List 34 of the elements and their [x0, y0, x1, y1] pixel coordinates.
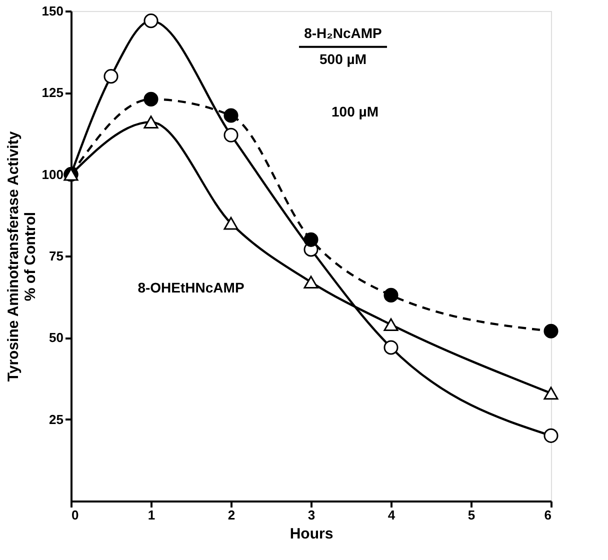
y-axis-title: Tyrosine Aminotransferase Activity % of Control	[4, 130, 39, 382]
y-tick-label: 75	[49, 248, 64, 264]
y-tick-label: 150	[42, 4, 64, 18]
y-tick-label: 125	[42, 85, 64, 100]
point	[544, 428, 558, 443]
point	[544, 386, 558, 400]
point	[544, 324, 558, 338]
x-tick-label: 5	[468, 508, 476, 522]
y-tick-label: 25	[49, 412, 64, 427]
x-tick-label: 1	[148, 508, 156, 522]
point	[304, 276, 318, 289]
annotation: 100 µM	[332, 103, 378, 120]
x-tick-label: 2	[228, 508, 236, 522]
x-tick-label: 6	[544, 508, 552, 522]
point	[144, 92, 158, 106]
point	[384, 288, 398, 302]
point	[104, 69, 118, 84]
y-tick-label: 100	[42, 166, 64, 182]
y-tick-label: 50	[49, 330, 64, 346]
x-tick-label: 3	[308, 508, 316, 522]
point	[304, 232, 318, 247]
point	[224, 216, 238, 230]
point	[384, 318, 398, 331]
point	[144, 116, 158, 128]
point	[144, 14, 158, 28]
x-tick-label: 4	[388, 508, 396, 522]
point	[384, 340, 398, 355]
point	[224, 108, 238, 123]
x-tick-label: 0	[72, 508, 79, 522]
annotation: 500 µM	[320, 51, 366, 67]
point	[224, 128, 238, 142]
annotation: 8-H₂NcAMP	[304, 24, 382, 41]
x-axis-title: Hours	[290, 526, 334, 542]
annotation: 8-OHEtHNcAMP	[138, 280, 244, 296]
